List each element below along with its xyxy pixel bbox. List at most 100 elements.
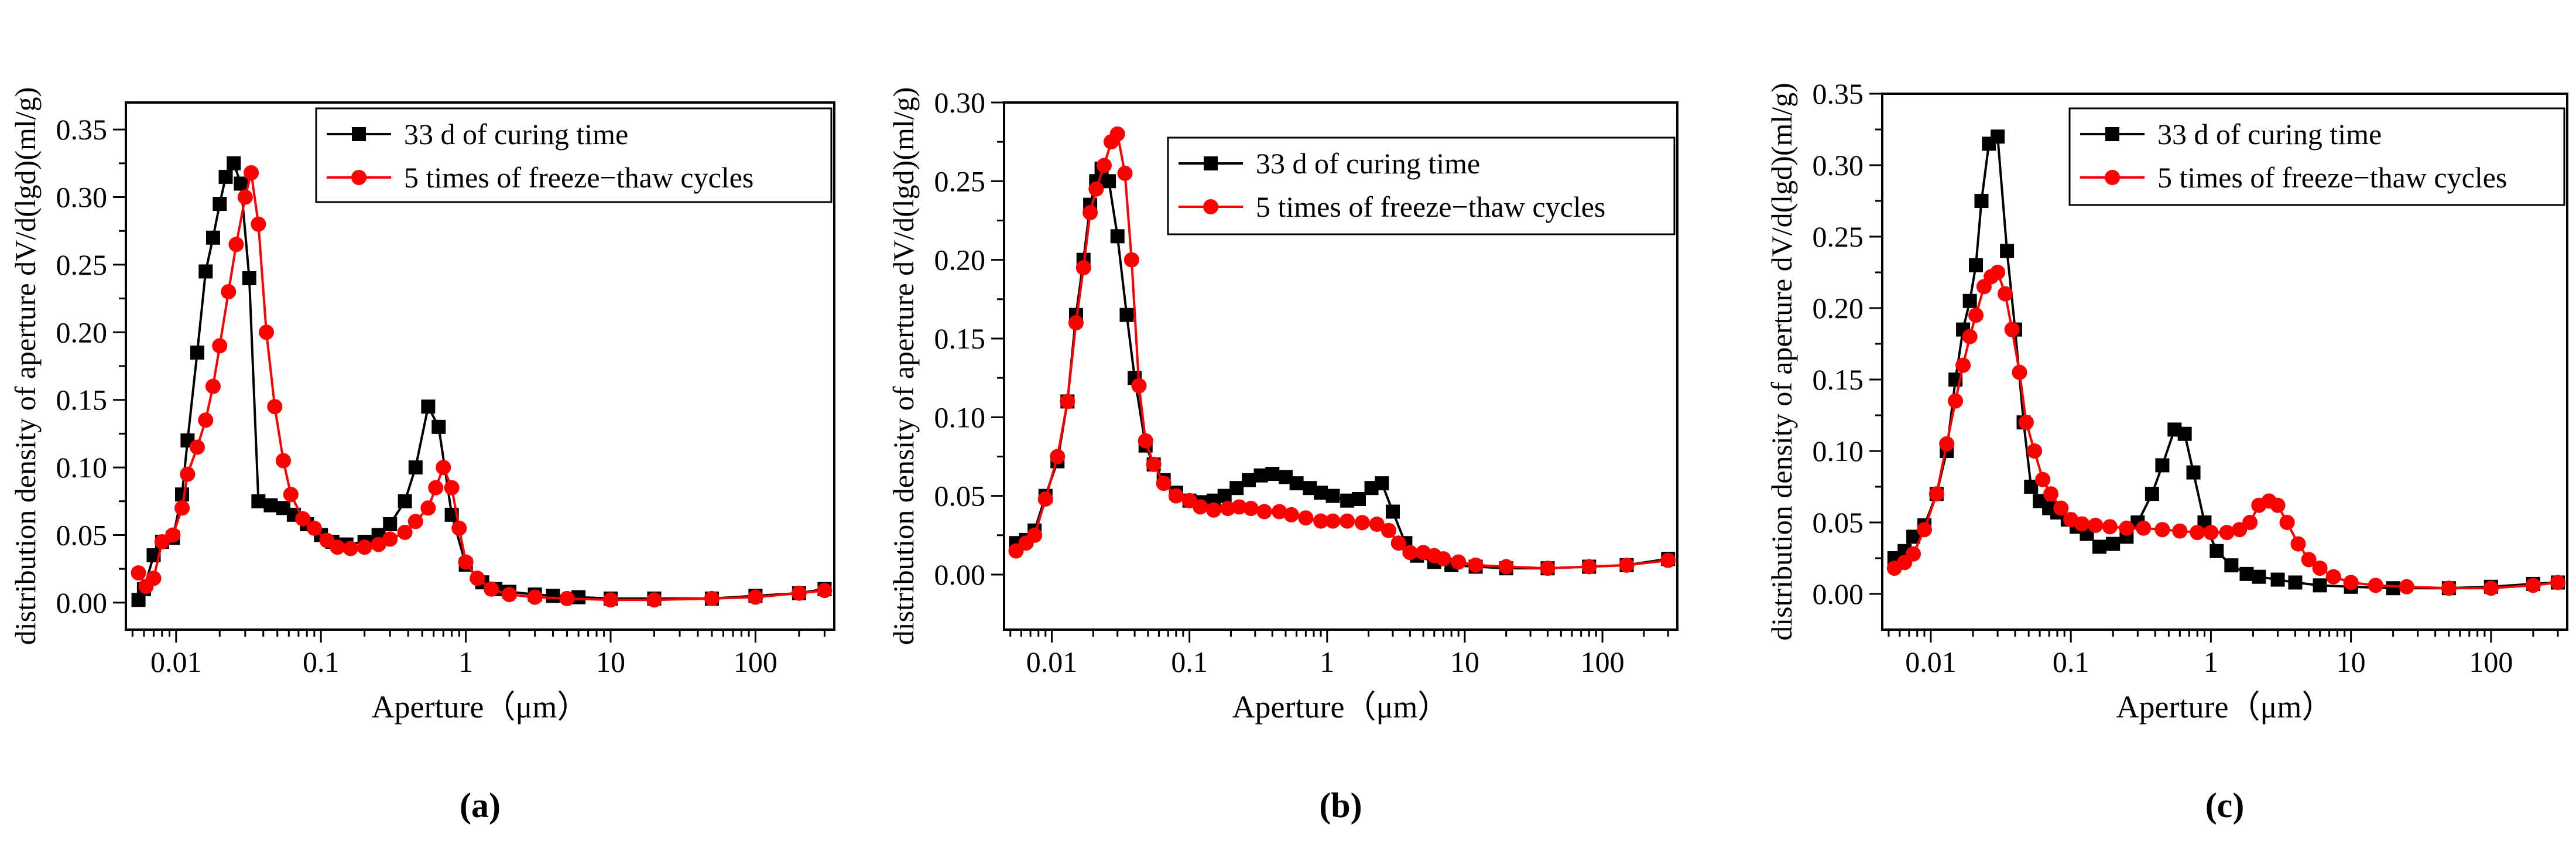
data-point (2004, 322, 2020, 337)
data-point (383, 517, 398, 531)
data-point (1146, 456, 1162, 472)
data-point (237, 189, 253, 205)
data-point (234, 176, 248, 191)
data-point (1962, 329, 1978, 344)
y-tick-label: 0.10 (56, 451, 108, 484)
data-point (431, 419, 446, 434)
y-tick-label: 0.15 (934, 322, 986, 355)
x-tick-label: 100 (734, 645, 777, 678)
data-point (1451, 554, 1467, 570)
y-tick-label: 0.20 (934, 244, 986, 276)
y-tick-label: 0.05 (1813, 506, 1864, 539)
data-point (1037, 491, 1053, 507)
y-tick-label: 0.00 (934, 558, 986, 591)
data-point (1354, 515, 1370, 531)
data-point (357, 539, 372, 555)
data-point (484, 581, 499, 597)
data-point (2172, 523, 2188, 539)
series-curing-time (131, 156, 832, 607)
data-point (2012, 364, 2027, 380)
legend-label: 5 times of freeze−thaw cycles (1256, 190, 1605, 223)
data-point (2027, 443, 2043, 459)
data-point (242, 271, 256, 285)
data-point (1381, 522, 1396, 538)
x-tick-label: 10 (2337, 645, 2366, 678)
data-point (1974, 194, 1989, 208)
data-point (1168, 488, 1184, 504)
data-point (2325, 569, 2341, 585)
data-point (1314, 486, 1328, 500)
x-tick-label: 1 (1320, 645, 1334, 678)
data-point (2252, 569, 2266, 584)
data-point (2550, 575, 2565, 590)
data-point (1068, 315, 1084, 331)
data-point (2177, 426, 2192, 441)
series-freeze-thaw (1886, 265, 2565, 596)
data-point (2343, 575, 2359, 590)
data-point (2290, 536, 2306, 552)
data-point (444, 480, 460, 496)
legend-marker (1204, 156, 1218, 170)
x-tick-label: 0.1 (1171, 645, 1208, 678)
data-point (228, 237, 244, 252)
data-point (2219, 525, 2235, 541)
legend-marker (2105, 127, 2119, 141)
plot-frame (1003, 101, 1678, 631)
data-point (398, 494, 412, 508)
panel-label: (b) (1319, 786, 1362, 825)
data-point (646, 592, 662, 608)
data-point (1243, 501, 1259, 517)
data-point (2145, 487, 2159, 501)
y-tick-label: 0.30 (56, 181, 108, 214)
y-tick-label: 0.00 (56, 586, 108, 619)
x-tick-label: 0.1 (2053, 645, 2089, 678)
series-line (1893, 270, 2558, 590)
data-point (213, 197, 227, 211)
data-point (2203, 525, 2219, 541)
x-tick-label: 0.01 (1905, 645, 1957, 678)
data-point (1265, 467, 1280, 481)
series-freeze-thaw (131, 165, 833, 608)
data-point (2155, 458, 2170, 473)
data-point (2102, 519, 2118, 535)
data-point (371, 537, 386, 552)
x-tick-label: 0.01 (1026, 645, 1078, 678)
data-point (2301, 552, 2317, 568)
data-point (408, 460, 423, 475)
data-point (1083, 205, 1098, 221)
data-point (2242, 515, 2258, 530)
x-tick-label: 100 (1581, 645, 1625, 678)
y-tick-label: 0.05 (56, 518, 108, 551)
data-point (704, 590, 720, 606)
data-point (2441, 580, 2457, 596)
y-tick-label: 0.35 (1813, 77, 1864, 110)
legend-marker (351, 170, 366, 185)
data-point (1123, 252, 1139, 268)
data-point (1242, 473, 1256, 487)
data-point (295, 511, 311, 527)
data-point (251, 216, 266, 232)
data-point (175, 487, 190, 502)
data-point (1272, 504, 1287, 520)
data-point (2190, 525, 2205, 541)
data-point (263, 498, 278, 512)
data-point (342, 541, 358, 556)
data-point (1939, 436, 1955, 452)
data-point (1313, 513, 1329, 529)
data-point (791, 585, 807, 601)
data-point (1088, 181, 1104, 197)
data-point (2210, 544, 2224, 558)
data-point (1325, 513, 1341, 529)
data-point (407, 514, 423, 529)
data-point (283, 487, 299, 503)
data-point (397, 524, 413, 540)
data-point (2239, 566, 2254, 581)
data-point (2074, 516, 2090, 532)
data-point (1325, 488, 1340, 503)
data-point (1075, 260, 1091, 276)
data-point (458, 554, 474, 570)
data-point (2186, 465, 2201, 480)
data-point (1390, 535, 1406, 551)
y-tick-label: 0.35 (56, 113, 108, 146)
panel-b: 0.01 0.1 1 10 100 0.00 0.05 0.10 0.15 0.20 0.25 0.3… (887, 86, 1678, 825)
